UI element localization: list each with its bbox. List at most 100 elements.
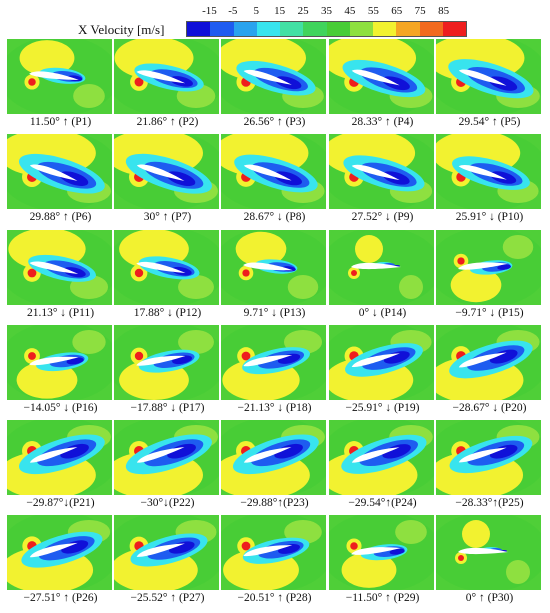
velocity-contour-plot — [436, 515, 541, 590]
panel-caption: −30°↓(P22) — [140, 497, 195, 509]
panel-caption: −17.88° ↓ (P17) — [130, 402, 205, 414]
flow-panel: −29.54°↑(P24) — [329, 420, 436, 515]
panel-caption: 28.67° ↓ (P8) — [243, 211, 306, 223]
flow-panel: −28.67° ↓ (P20) — [436, 325, 543, 420]
flow-panel: 28.33° ↑ (P4) — [329, 39, 436, 134]
velocity-contour-plot — [436, 325, 541, 400]
legend-tick-label: 65 — [391, 5, 403, 17]
velocity-contour-plot — [114, 39, 219, 114]
panel-caption: −21.13° ↓ (P18) — [237, 402, 312, 414]
mid-velocity-region — [72, 330, 106, 354]
reverse-flow-core — [382, 171, 410, 185]
legend-color-bar — [186, 21, 467, 37]
airfoil-shape — [29, 261, 79, 275]
panel-caption: −25.52° ↑ (P27) — [130, 592, 205, 604]
reverse-flow-core — [382, 444, 411, 459]
panel-caption: −29.87°↓(P21) — [26, 497, 95, 509]
reverse-flow-core — [389, 548, 405, 555]
airfoil-shape — [458, 547, 508, 555]
flow-panel: 21.13° ↓ (P11) — [7, 230, 114, 325]
panel-caption: 29.88° ↑ (P6) — [29, 211, 92, 223]
mid-velocity-region — [502, 235, 534, 259]
velocity-contour-plot — [7, 39, 112, 114]
panel-caption: 0° ↑ (P30) — [465, 592, 514, 604]
panel-caption: −28.67° ↓ (P20) — [452, 402, 527, 414]
reverse-flow-core — [170, 76, 193, 87]
velocity-contour-plot — [7, 420, 112, 495]
velocity-contour-plot — [221, 515, 326, 590]
flow-panel: 11.50° ↑ (P1) — [7, 39, 114, 134]
legend-color-segment — [233, 22, 257, 36]
airfoil-shape — [243, 354, 293, 367]
reverse-flow-core — [497, 264, 512, 270]
velocity-contour-plot — [436, 134, 541, 209]
panel-caption: 21.86° ↑ (P2) — [136, 116, 199, 128]
velocity-contour-plot — [221, 134, 326, 209]
velocity-contour-plot — [114, 325, 219, 400]
mid-velocity-region — [399, 275, 423, 299]
airfoil-shape — [136, 164, 185, 181]
velocity-contour-plot — [329, 325, 434, 400]
stagnation-point — [242, 269, 250, 277]
stagnation-point — [28, 78, 36, 86]
flow-panel: 21.86° ↑ (P2) — [114, 39, 221, 134]
high-velocity-region — [19, 40, 75, 76]
legend-color-segment — [210, 22, 234, 36]
velocity-contour-plot — [221, 230, 326, 305]
panel-caption: 26.56° ↑ (P3) — [243, 116, 306, 128]
airfoil-shape — [458, 262, 508, 270]
high-velocity-region — [16, 361, 78, 399]
airfoil-shape — [243, 262, 293, 271]
airfoil-shape — [458, 165, 507, 180]
panel-caption: 25.91° ↓ (P10) — [455, 211, 524, 223]
legend-color-segment — [373, 22, 397, 36]
legend-tick-label: 55 — [367, 5, 379, 17]
mid-velocity-region — [287, 275, 319, 299]
panel-caption: 0° ↓ (P14) — [358, 307, 407, 319]
velocity-contour-plot — [329, 230, 434, 305]
panel-caption: −27.51° ↑ (P26) — [23, 592, 98, 604]
airfoil-shape — [136, 447, 185, 463]
flow-panel: 0° ↓ (P14) — [329, 230, 436, 325]
legend-tick-label: 5 — [253, 5, 260, 17]
velocity-contour-plot — [329, 420, 434, 495]
velocity-contour-plot — [221, 420, 326, 495]
mid-velocity-region — [73, 84, 105, 108]
reverse-flow-core — [274, 443, 303, 459]
stagnation-point — [28, 352, 36, 360]
panel-caption: 9.71° ↓ (P13) — [243, 307, 306, 319]
legend-color-segment — [349, 22, 373, 36]
airfoil-shape — [136, 70, 186, 84]
velocity-contour-plot — [7, 325, 112, 400]
velocity-contour-plot — [436, 230, 541, 305]
panel-caption: 28.33° ↑ (P4) — [351, 116, 414, 128]
stagnation-point — [241, 351, 251, 361]
flow-panel: 17.88° ↓ (P12) — [114, 230, 221, 325]
flow-panel: −9.71° ↓ (P15) — [436, 230, 543, 325]
panel-caption: −11.50° ↑ (P29) — [345, 592, 420, 604]
airfoil-shape — [243, 69, 292, 85]
flow-panel: −25.52° ↑ (P27) — [114, 515, 221, 610]
flow-panel: 25.91° ↓ (P10) — [436, 134, 543, 229]
legend-tick-label: 85 — [438, 5, 450, 17]
legend-tick-label: 25 — [297, 5, 309, 17]
flow-panel: 27.52° ↓ (P9) — [329, 134, 436, 229]
velocity-contour-plot — [114, 515, 219, 590]
contour-panel-grid: 11.50° ↑ (P1) 21.86° ↑ (P2) 26.56° ↑ (P3) 2… — [7, 39, 544, 609]
reverse-flow-core — [490, 171, 517, 184]
panel-caption: −29.88°↑(P23) — [240, 497, 309, 509]
legend-color-segment — [256, 22, 280, 36]
panel-caption: −14.05° ↓ (P16) — [23, 402, 98, 414]
high-velocity-region — [355, 235, 383, 263]
legend-tick-label: -15 — [202, 5, 217, 17]
velocity-colorbar-legend: X Velocity [m/s] -15 -5 5 15 25 35 45 55 65 75 85 — [0, 0, 550, 42]
legend-color-segment — [419, 22, 443, 36]
flow-panel: −29.88°↑(P23) — [221, 420, 328, 515]
stagnation-point — [134, 77, 144, 87]
airfoil-shape — [136, 355, 186, 366]
stagnation-point — [134, 351, 144, 361]
legend-tick-label: 45 — [344, 5, 356, 17]
velocity-contour-plot — [436, 39, 541, 114]
stagnation-point — [350, 542, 358, 550]
flow-panel: −14.05° ↓ (P16) — [7, 325, 114, 420]
